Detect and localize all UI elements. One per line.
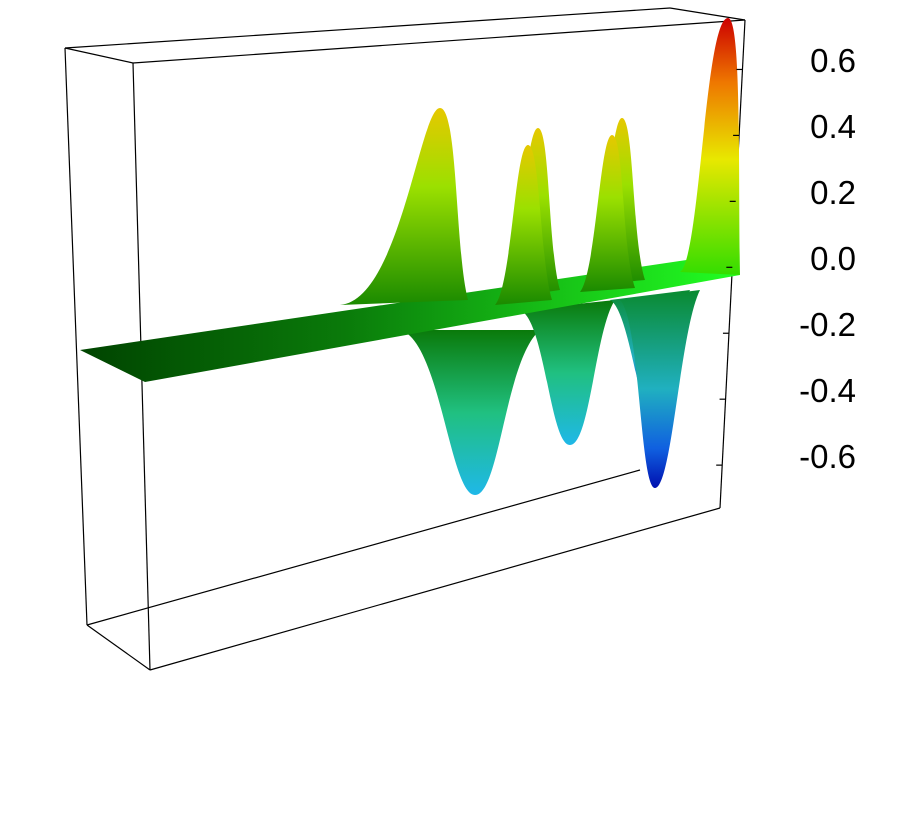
surface [80,18,740,495]
z-tick-label: 0.0 [810,240,856,277]
z-tick-label: -0.4 [799,372,856,409]
z-axis: 0.6 0.4 0.2 0.0 -0.2 -0.4 -0.6 [716,42,856,475]
z-tick-label: -0.2 [799,306,856,343]
z-tick-label: 0.2 [810,174,856,211]
z-tick-label: 0.6 [810,42,856,79]
z-tick-label: 0.4 [810,108,856,145]
z-tick-label: -0.6 [799,438,856,475]
